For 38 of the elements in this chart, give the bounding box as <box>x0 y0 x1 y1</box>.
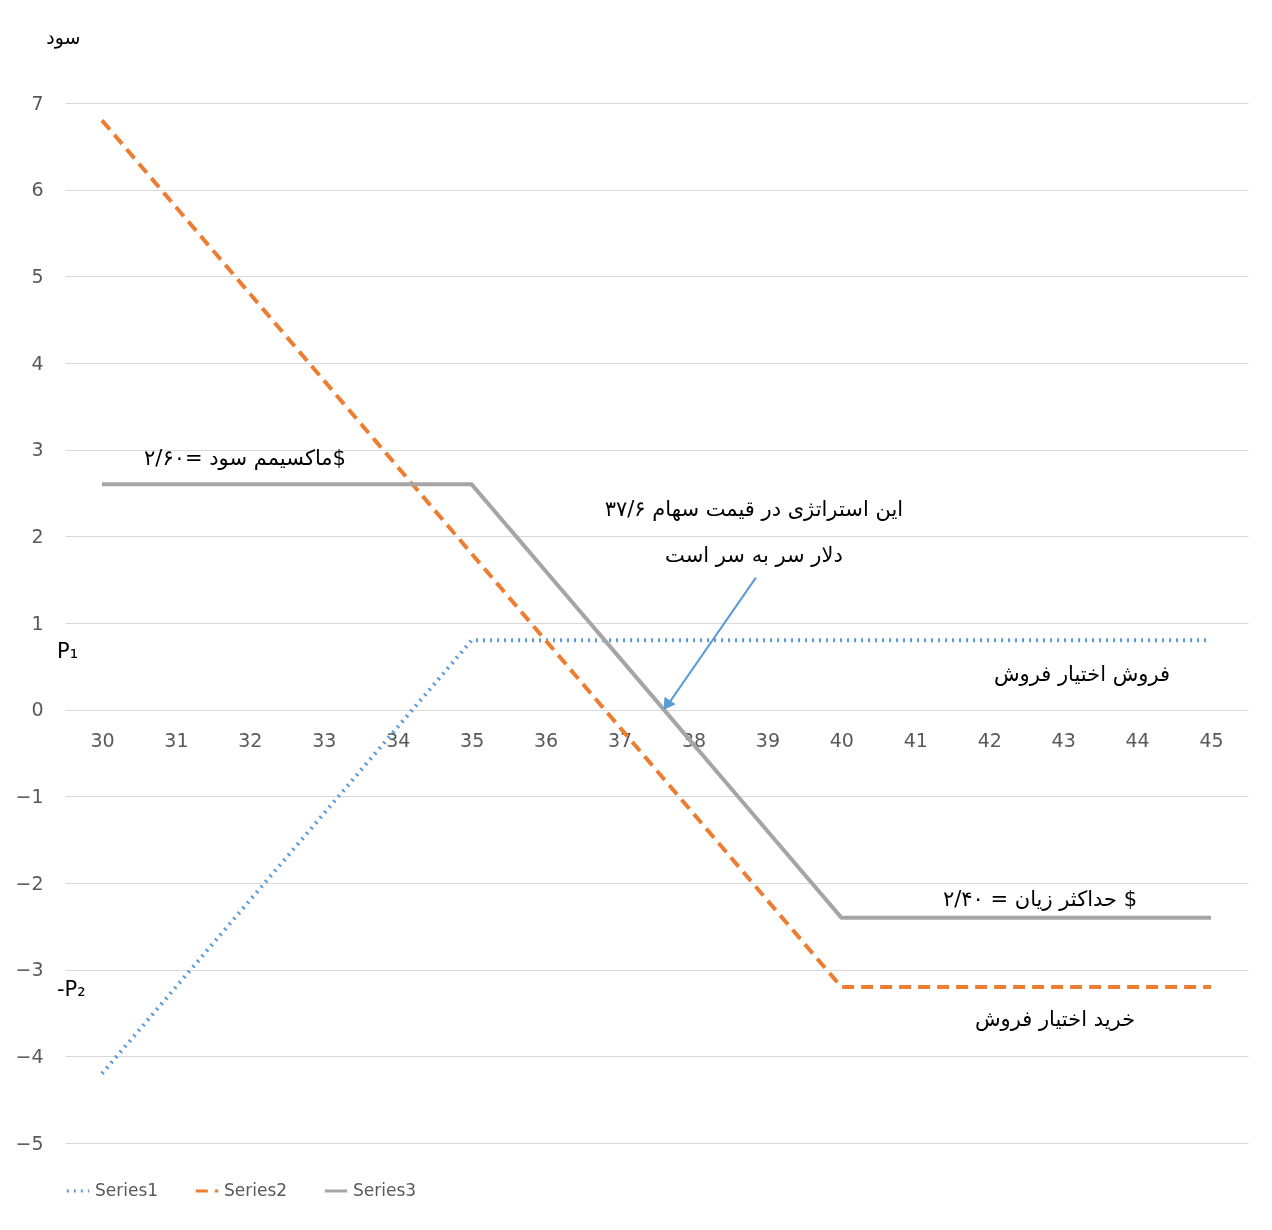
x-tick-label: 35 <box>460 729 485 752</box>
annotation: خرید اختیار فروش <box>974 1007 1136 1031</box>
y-axis-title: سود <box>46 25 81 49</box>
x-tick-label: 45 <box>1199 729 1224 752</box>
x-tick-label: 39 <box>755 729 780 752</box>
y-tick-label: −4 <box>15 1044 44 1067</box>
x-tick-label: 30 <box>90 729 115 752</box>
x-tick-label: 32 <box>238 729 263 752</box>
y-tick-label: −5 <box>15 1131 44 1154</box>
x-tick-label: 42 <box>977 729 1002 752</box>
annotation: این استراتژی در قیمت سهام ۳۷/۶ دلار سر به سر است <box>604 496 904 567</box>
y-tick-label: −2 <box>15 871 44 894</box>
annotation: -P₂ <box>57 977 86 1001</box>
x-tick-label: 31 <box>164 729 189 752</box>
x-tick-label: 40 <box>829 729 854 752</box>
y-tick-label: 6 <box>31 178 44 201</box>
annotation: ماکسیمم سود =۲/۶۰$ <box>144 446 346 471</box>
y-tick-label: 0 <box>31 698 44 721</box>
x-tick-label: 44 <box>1125 729 1150 752</box>
legend-label: Series2 <box>224 1180 288 1200</box>
x-tick-label: 36 <box>534 729 559 752</box>
y-tick-label: −1 <box>15 784 44 807</box>
y-tick-label: −3 <box>15 958 44 981</box>
annotation: P₁ <box>57 639 79 663</box>
y-tick-label: 2 <box>31 524 44 547</box>
y-tick-label: 3 <box>31 438 44 461</box>
x-tick-label: 33 <box>312 729 337 752</box>
annotation: حداکثر زیان = ۲/۴۰ $ <box>942 887 1138 911</box>
legend-label: Series3 <box>353 1180 417 1200</box>
y-tick-label: 5 <box>31 264 44 287</box>
y-tick-label: 7 <box>31 91 44 114</box>
x-tick-label: 41 <box>903 729 928 752</box>
legend-label: Series1 <box>95 1180 159 1200</box>
x-tick-label: 43 <box>1051 729 1076 752</box>
y-tick-label: 4 <box>31 351 44 374</box>
annotation: فروش اختیار فروش <box>993 662 1171 686</box>
y-tick-label: 1 <box>31 611 44 634</box>
x-tick-label: 34 <box>386 729 411 752</box>
